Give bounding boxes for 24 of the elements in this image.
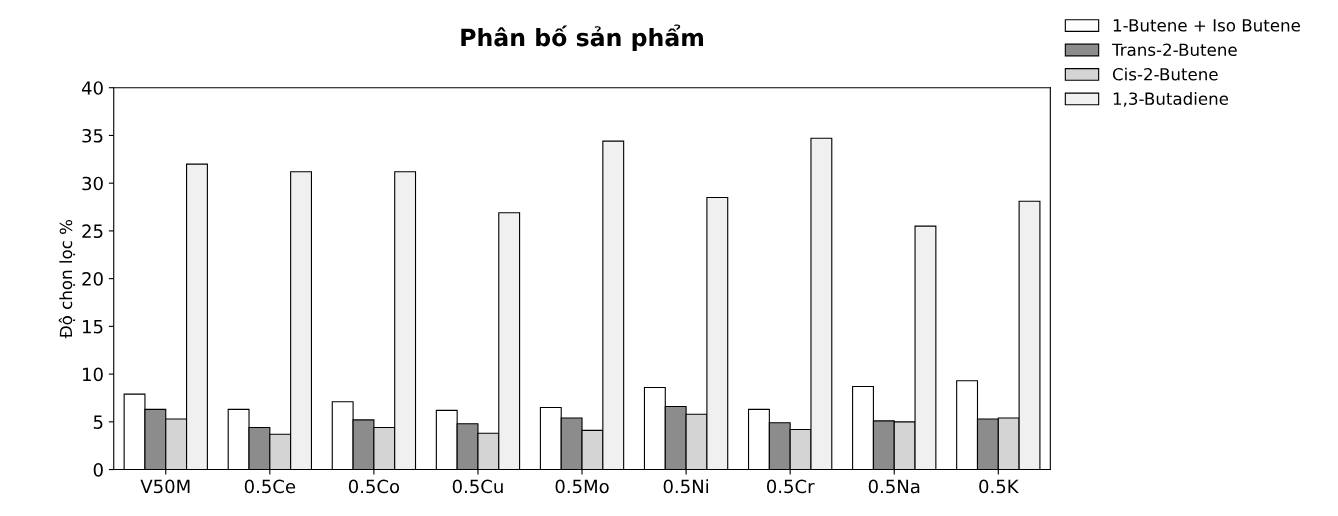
legend-label: 1-Butene + Iso Butene xyxy=(1113,19,1300,32)
y-tick-label: 35 xyxy=(82,128,103,143)
x-tick-label: 0.5Co xyxy=(348,479,400,494)
legend-label: Cis-2-Butene xyxy=(1112,67,1218,81)
x-tick-label: 0.5Cu xyxy=(452,479,503,494)
x-tick-label: 0.5Cr xyxy=(766,479,815,494)
y-tick-label: 25 xyxy=(82,224,103,239)
y-tick-label: 20 xyxy=(82,272,103,286)
x-tick-label: 0.5Ce xyxy=(244,479,296,494)
x-tick-label: V50M xyxy=(140,479,190,494)
y-tick-label: 5 xyxy=(93,415,103,429)
x-tick-label: 0.5Mo xyxy=(555,479,609,494)
x-tick-label: 0.5Na xyxy=(868,479,920,494)
legend-label: 1,3-Butadiene xyxy=(1113,92,1229,107)
y-tick-label: 10 xyxy=(83,367,103,382)
y-axis-title: Độ chọn lọc % xyxy=(58,219,76,339)
y-tick-label: 30 xyxy=(82,176,103,191)
y-tick-label: 15 xyxy=(83,320,103,334)
chart-title: Phân bố sản phẩm xyxy=(461,24,704,51)
legend-label: Trans-2-Butene xyxy=(1111,43,1237,57)
x-tick-label: 0.5K xyxy=(979,479,1019,494)
x-tick-label: 0.5Ni xyxy=(663,479,709,494)
y-tick-label: 40 xyxy=(81,81,103,95)
y-tick-label: 0 xyxy=(93,463,103,477)
